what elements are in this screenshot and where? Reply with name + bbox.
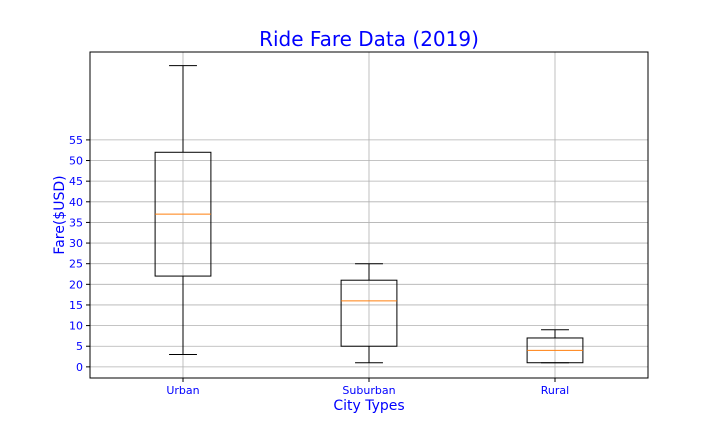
box-rural	[526, 329, 584, 364]
x-axis-categories: Urban Suburban Rural	[166, 378, 569, 397]
y-tick-label: 40	[69, 196, 83, 209]
grid-lines	[90, 52, 648, 378]
y-tick-label: 10	[69, 320, 83, 333]
x-tick-label-urban: Urban	[166, 384, 199, 397]
box-urban	[154, 65, 212, 355]
x-axis-label: City Types	[333, 398, 404, 414]
y-tick-label: 35	[69, 216, 83, 229]
y-tick-label: 45	[69, 175, 83, 188]
box-suburban	[340, 263, 398, 364]
y-tick-label: 15	[69, 299, 83, 312]
y-tick-label: 50	[69, 155, 83, 168]
y-axis-ticks: 0 5 10 15 20 25 30 35 40 45 50 55	[69, 134, 90, 374]
y-tick-label: 25	[69, 258, 83, 271]
y-axis-label: Fare($USD)	[52, 175, 68, 254]
box-plot-series	[154, 65, 584, 364]
x-tick-label-rural: Rural	[541, 384, 569, 397]
y-tick-label: 55	[69, 134, 83, 147]
y-tick-label: 5	[76, 340, 83, 353]
y-tick-label: 30	[69, 237, 83, 250]
chart-title: Ride Fare Data (2019)	[259, 27, 479, 51]
y-tick-label: 20	[69, 278, 83, 291]
y-tick-label: 0	[76, 361, 83, 374]
iqr-box-suburban	[340, 279, 398, 347]
x-tick-label-suburban: Suburban	[342, 384, 395, 397]
